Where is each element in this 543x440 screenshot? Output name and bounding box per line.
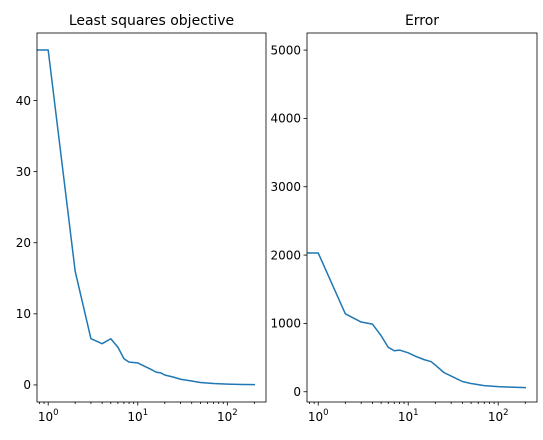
axes-frame — [36, 32, 267, 403]
chart-title: Error — [405, 13, 439, 29]
chart-title: Least squares objective — [69, 13, 234, 29]
x-tick-label: 102 — [217, 408, 238, 424]
y-tick-label: 1000 — [270, 317, 301, 331]
x-tick-label-base: 10 — [308, 410, 323, 424]
y-tick-label: 2000 — [270, 248, 301, 262]
x-tick-label-exponent: 0 — [323, 408, 328, 418]
y-tick-label: 0 — [293, 385, 301, 399]
x-tick-label-exponent: 0 — [53, 408, 58, 418]
x-tick-label-base: 10 — [398, 410, 413, 424]
axes-frame — [306, 32, 538, 403]
x-tick-label-exponent: 1 — [143, 408, 148, 418]
y-tick-label: 3000 — [270, 180, 301, 194]
x-tick-label-exponent: 1 — [413, 408, 418, 418]
y-tick-label: 40 — [16, 94, 31, 108]
y-tick-label: 30 — [16, 165, 31, 179]
y-tick-label: 20 — [16, 236, 31, 250]
x-tick-label: 101 — [398, 408, 419, 424]
x-tick-label-exponent: 2 — [232, 408, 237, 418]
series-line-0 — [307, 252, 527, 389]
x-tick-label-base: 10 — [38, 410, 53, 424]
x-tick-label: 100 — [308, 408, 329, 424]
y-tick-label: 5000 — [270, 43, 301, 57]
x-tick-label-base: 10 — [127, 410, 142, 424]
x-tick-label: 101 — [127, 408, 148, 424]
y-tick-label: 10 — [16, 307, 31, 321]
x-tick-label: 102 — [488, 408, 509, 424]
x-tick-label-exponent: 2 — [503, 408, 508, 418]
y-tick-label: 4000 — [270, 112, 301, 126]
x-tick-label-base: 10 — [217, 410, 232, 424]
x-tick-label: 100 — [38, 408, 59, 424]
x-tick-label-base: 10 — [488, 410, 503, 424]
series-line-0 — [37, 49, 256, 386]
y-tick-label: 0 — [23, 378, 31, 392]
